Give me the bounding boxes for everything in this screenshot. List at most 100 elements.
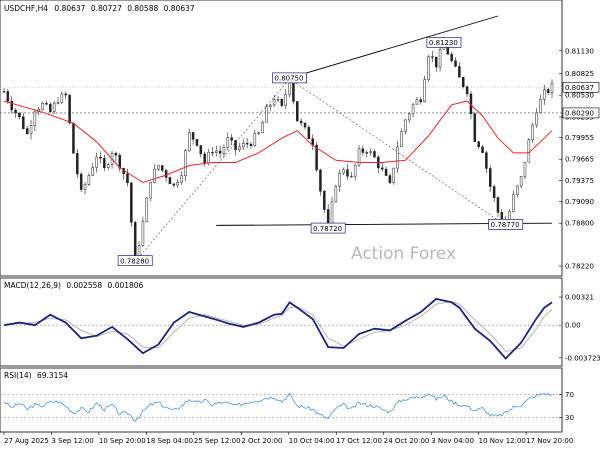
macd-line (3, 297, 553, 360)
price-tick-label: 0.78220 (565, 263, 594, 271)
candle-body (353, 164, 357, 177)
candle-body (226, 137, 230, 148)
candle-body (184, 150, 187, 176)
candle-body (535, 112, 538, 126)
candle-body (411, 103, 415, 115)
candle-body (299, 120, 303, 124)
time-tick-label: 10 Sep 20:00 (99, 437, 146, 445)
candle-body (280, 99, 284, 106)
candle-body (404, 119, 407, 132)
candle-body (431, 56, 434, 58)
price-annotation-box (488, 219, 524, 230)
price-annotation-label: 0.78770 (491, 221, 520, 229)
candle-body (384, 168, 388, 176)
time-tick-label: 2 Oct 20:00 (241, 437, 282, 445)
symbol-header: USDCHF,H4 0.80637 0.80727 0.80588 0.8063… (4, 4, 195, 13)
candle-body (276, 99, 280, 101)
candle-body (396, 146, 399, 169)
horizontal-level-box (562, 107, 600, 119)
candle-body (72, 122, 75, 154)
candle-body (242, 143, 245, 148)
moving-average-line (3, 100, 553, 184)
trendline (274, 15, 499, 84)
macd-panel: MACD(12,26,9) 0.002558 0.001806 0.00321 0… (0, 277, 600, 367)
candle-body (60, 93, 64, 103)
rsi-line (3, 392, 553, 422)
candle-body (180, 175, 183, 183)
candle-body (87, 175, 91, 185)
candle-body (215, 150, 218, 153)
candle-body (392, 167, 396, 183)
candle-body (407, 113, 411, 121)
candle-body (527, 139, 531, 163)
candle-body (539, 99, 542, 114)
candle-body (272, 99, 276, 106)
candle-body (56, 102, 60, 104)
price-panel: USDCHF,H4 0.80637 0.80727 0.80588 0.8063… (0, 0, 600, 277)
ohlc-high: 0.80727 (91, 4, 122, 13)
candle-body (45, 103, 48, 105)
price-annotation-box (117, 255, 153, 266)
price-tick-label: 0.81130 (565, 47, 594, 55)
candle-body (546, 89, 550, 94)
candle-body (388, 175, 392, 183)
candle-body (33, 111, 37, 126)
macd-tick-label: 0.00321 (565, 294, 594, 302)
rsi-tick-label: 70 (565, 391, 574, 399)
candle-body (338, 172, 341, 187)
price-tick-label: 0.78800 (565, 220, 594, 228)
ohlc-close: 0.80637 (164, 4, 195, 13)
candle-body (427, 56, 430, 80)
symbol: USDCHF (4, 4, 35, 13)
candle-body (191, 132, 195, 140)
candle-body (6, 91, 10, 102)
candle-body (342, 169, 345, 174)
candle-body (516, 185, 519, 196)
candle-body (519, 176, 523, 187)
candle-body (415, 99, 419, 105)
candle-body (130, 182, 133, 223)
time-tick-label: 18 Sep 04:00 (146, 437, 193, 445)
candle-body (496, 197, 500, 213)
candle-body (168, 177, 172, 185)
candle-body (458, 66, 461, 78)
candle-body (307, 126, 311, 139)
candle-body (230, 137, 233, 141)
price-annotation-label: 0.78720 (313, 225, 342, 233)
ohlc-low: 0.80588 (127, 4, 158, 13)
price-tick-label: 0.79090 (565, 198, 594, 206)
price-annotation-label: 0.78280 (120, 257, 149, 265)
candle-body (319, 169, 322, 192)
ohlc-open: 0.80637 (54, 4, 85, 13)
candle-body (49, 103, 52, 113)
candle-body (465, 86, 469, 95)
candle-body (172, 183, 176, 186)
candle-body (531, 124, 534, 141)
candle-body (153, 168, 156, 183)
candle-body (296, 101, 299, 122)
candle-body (234, 140, 237, 150)
candle-body (218, 150, 222, 154)
time-tick-label: 27 Aug 2025 (4, 437, 49, 445)
candle-body (2, 91, 6, 93)
macd-signal-value: 0.001806 (108, 281, 144, 290)
candle-body (64, 93, 67, 96)
candle-body (199, 145, 203, 155)
rsi-value: 69.3154 (37, 371, 68, 380)
candle-body (361, 148, 365, 153)
candle-body (365, 152, 369, 154)
candle-body (10, 100, 13, 111)
price-annotation-box (272, 72, 307, 84)
candle-body (419, 99, 423, 103)
candle-body (323, 190, 326, 210)
candle-body (187, 132, 191, 152)
candle-body (22, 116, 25, 129)
candle-body (373, 151, 376, 158)
candle-body (400, 131, 403, 148)
candle-body (454, 60, 457, 67)
candle-body (369, 151, 372, 153)
candle-body (149, 182, 152, 199)
candle-body (222, 147, 226, 154)
candle-body (550, 83, 554, 94)
